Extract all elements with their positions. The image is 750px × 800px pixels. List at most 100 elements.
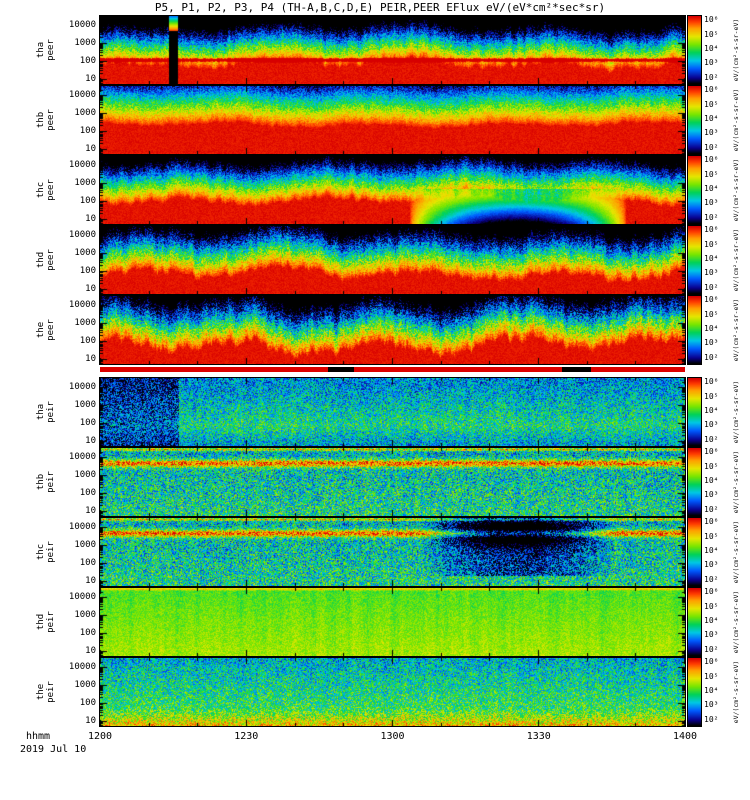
x-tick-label: 1200: [87, 731, 113, 742]
y-tick-label: 1000: [74, 609, 96, 620]
colorbar-the-peer: [687, 295, 702, 365]
panel-label-text: thc peir: [36, 541, 56, 563]
colorbar-tick-label: 10⁶: [704, 447, 719, 457]
panel-label-thd-peer: thd peer: [34, 226, 58, 294]
panel-label-tha-peer: tha peer: [34, 16, 58, 84]
y-tick-label: 100: [79, 125, 96, 136]
colorbar-tick-label: 10⁶: [704, 155, 719, 165]
y-tick-label: 10000: [68, 229, 96, 240]
x-tick-label: 1230: [234, 731, 259, 742]
y-tick-label: 1000: [74, 539, 96, 550]
colorbar-unit-label: eV/(cm²-s-sr-eV): [732, 660, 740, 724]
colorbar-tick-label: 10⁶: [704, 377, 719, 387]
colorbar-tick-label: 10³: [704, 338, 719, 348]
panel-label-text: thb peer: [36, 109, 56, 131]
colorbar-tick-label: 10³: [704, 420, 719, 430]
colorbar-tick-label: 10⁵: [704, 309, 719, 319]
colorbar-tick-label: 10²: [704, 574, 719, 584]
x-tick-label: 1400: [672, 731, 698, 742]
panel-label-text: tha peir: [36, 401, 56, 423]
colorbar-tick-label: 10³: [704, 58, 719, 68]
colorbar-the-peir: [687, 657, 702, 727]
panel-label-thc-peer: thc peer: [34, 156, 58, 224]
y-tick-label: 10: [85, 353, 96, 364]
x-axis-unit-label: hhmm: [26, 731, 51, 742]
spectrogram-canvas-thd-peir: [99, 587, 686, 657]
panel-label-tha-peir: tha peir: [34, 378, 58, 446]
colorbar-tick-label: 10⁴: [704, 475, 719, 485]
colorbar-tick-label: 10⁵: [704, 671, 719, 681]
spectrogram-canvas-tha-peer: [99, 15, 686, 85]
colorbar-tha-peir: [687, 377, 702, 447]
y-tick-label: 100: [79, 417, 96, 428]
y-tick-label: 10000: [68, 451, 96, 462]
colorbar-tick-label: 10⁵: [704, 601, 719, 611]
y-tick-label: 100: [79, 265, 96, 276]
y-tick-label: 10: [85, 283, 96, 294]
colorbar-tick-label: 10³: [704, 630, 719, 640]
y-tick-label: 100: [79, 487, 96, 498]
y-tick-label: 10: [85, 143, 96, 154]
panel-label-text: thc peer: [36, 179, 56, 201]
colorbar-tick-label: 10³: [704, 128, 719, 138]
y-tick-label: 1000: [74, 37, 96, 48]
colorbar-tick-label: 10³: [704, 560, 719, 570]
colorbar-tick-label: 10²: [704, 212, 719, 222]
y-tick-label: 100: [79, 55, 96, 66]
y-tick-label: 1000: [74, 177, 96, 188]
colorbar-tick-label: 10⁶: [704, 295, 719, 305]
y-tick-label: 100: [79, 697, 96, 708]
colorbar-tha-peer: [687, 15, 702, 85]
y-tick-label: 10000: [68, 591, 96, 602]
colorbar-tick-label: 10⁶: [704, 85, 719, 95]
colorbar-tick-label: 10³: [704, 490, 719, 500]
y-tick-label: 10: [85, 575, 96, 586]
colorbar-unit-label: eV/(cm²-s-sr-eV): [732, 228, 740, 292]
colorbar-tick-label: 10⁵: [704, 391, 719, 401]
y-tick-label: 1000: [74, 247, 96, 258]
x-tick-label: 1300: [380, 731, 405, 742]
spectrogram-canvas-the-peir: [99, 657, 686, 727]
colorbar-tick-label: 10⁵: [704, 169, 719, 179]
colorbar-tick-label: 10⁶: [704, 657, 719, 667]
y-tick-label: 10000: [68, 381, 96, 392]
panel-label-thc-peir: thc peir: [34, 518, 58, 586]
panel-label-thb-peer: thb peer: [34, 86, 58, 154]
y-tick-label: 10: [85, 73, 96, 84]
x-axis-date-label: 2019 Jul 10: [20, 744, 87, 755]
colorbar-unit-label: eV/(cm²-s-sr-eV): [732, 590, 740, 654]
y-tick-label: 1000: [74, 679, 96, 690]
y-tick-label: 1000: [74, 399, 96, 410]
quality-flag-black-segment: [562, 367, 592, 372]
spectrogram-canvas-thb-peer: [99, 85, 686, 155]
colorbar-tick-label: 10²: [704, 142, 719, 152]
y-tick-label: 10: [85, 213, 96, 224]
colorbar-tick-label: 10⁵: [704, 239, 719, 249]
y-tick-label: 100: [79, 195, 96, 206]
colorbar-thb-peir: [687, 447, 702, 517]
y-tick-label: 10000: [68, 19, 96, 30]
colorbar-tick-label: 10⁴: [704, 253, 719, 263]
panel-label-text: tha peer: [36, 39, 56, 61]
spectrogram-canvas-thb-peir: [99, 447, 686, 517]
colorbar-tick-label: 10⁴: [704, 113, 719, 123]
colorbar-unit-label: eV/(cm²-s-sr-eV): [732, 298, 740, 362]
panel-label-the-peir: the peir: [34, 658, 58, 726]
colorbar-tick-label: 10⁵: [704, 99, 719, 109]
y-tick-label: 1000: [74, 107, 96, 118]
spectrogram-canvas-tha-peir: [99, 377, 686, 447]
spectrogram-canvas-the-peer: [99, 295, 686, 365]
y-tick-label: 100: [79, 557, 96, 568]
y-tick-label: 1000: [74, 317, 96, 328]
y-tick-label: 10000: [68, 159, 96, 170]
colorbar-unit-label: eV/(cm²-s-sr-eV): [732, 18, 740, 82]
colorbar-tick-label: 10⁶: [704, 225, 719, 235]
spectrogram-canvas-thc-peir: [99, 517, 686, 587]
y-tick-label: 10: [85, 505, 96, 516]
x-tick-label: 1330: [526, 731, 551, 742]
y-tick-label: 10: [85, 435, 96, 446]
colorbar-unit-label: eV/(cm²-s-sr-eV): [732, 158, 740, 222]
colorbar-thc-peer: [687, 155, 702, 225]
